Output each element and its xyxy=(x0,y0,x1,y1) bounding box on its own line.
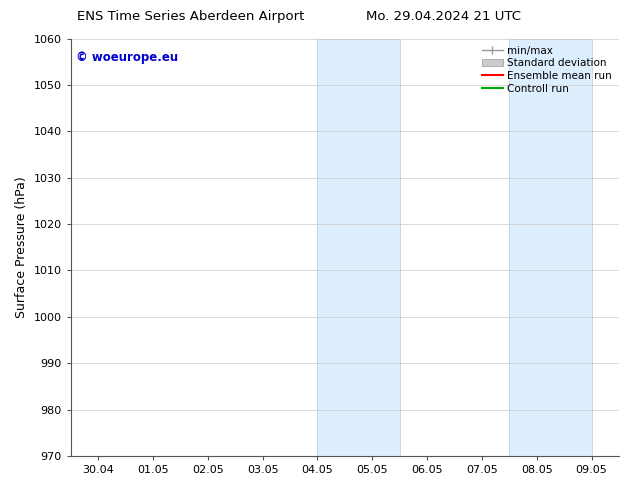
Bar xyxy=(318,39,399,456)
Text: ENS Time Series Aberdeen Airport: ENS Time Series Aberdeen Airport xyxy=(77,10,304,23)
Y-axis label: Surface Pressure (hPa): Surface Pressure (hPa) xyxy=(15,176,28,318)
Text: © woeurope.eu: © woeurope.eu xyxy=(76,51,178,64)
Bar xyxy=(509,39,592,456)
Legend: min/max, Standard deviation, Ensemble mean run, Controll run: min/max, Standard deviation, Ensemble me… xyxy=(480,44,614,96)
Text: Mo. 29.04.2024 21 UTC: Mo. 29.04.2024 21 UTC xyxy=(366,10,521,23)
